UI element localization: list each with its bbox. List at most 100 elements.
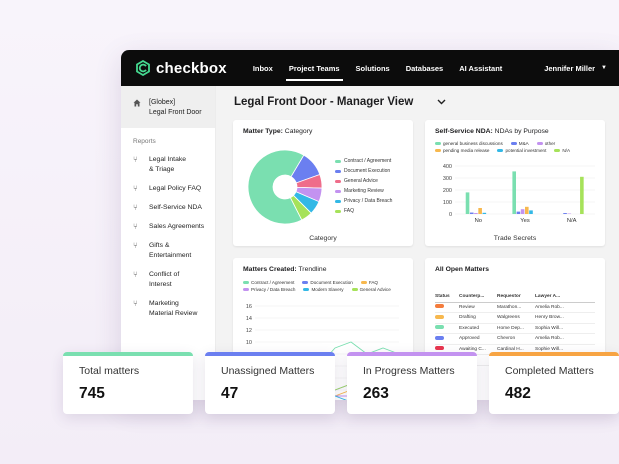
- bar-potential-investment-yes[interactable]: [529, 210, 533, 214]
- legend-label: N/A: [562, 148, 571, 153]
- stat-total-matters[interactable]: Total matters 745: [63, 352, 193, 414]
- legend-label: FAQ: [344, 208, 355, 214]
- bar-general-business-discussions-yes[interactable]: [512, 171, 516, 214]
- legend-item[interactable]: pending media release: [435, 148, 489, 153]
- sidebar-item-legal-intake[interactable]: ⑂ Legal Intake & Triage: [121, 155, 215, 175]
- legend-swatch: [335, 159, 341, 163]
- legend-item[interactable]: Contract / Agreement: [243, 280, 294, 285]
- sidebar-home[interactable]: [Globex] Legal Front Door: [121, 86, 215, 128]
- chevron-down-icon[interactable]: [437, 99, 446, 105]
- home-label: Legal Front Door: [149, 109, 202, 116]
- y-tick-label: 300: [443, 176, 452, 182]
- legend-item[interactable]: Marketing Review: [335, 186, 392, 196]
- brand-logo[interactable]: checkbox: [135, 60, 227, 77]
- workflow-icon: ⑂: [133, 299, 138, 308]
- counterparty-cell: Cardinal H...: [497, 346, 524, 352]
- card-title-bold: All Open Matters: [435, 266, 490, 273]
- legend-swatch: [243, 281, 249, 284]
- legend-swatch: [360, 281, 367, 284]
- legend-item[interactable]: M&A: [510, 141, 529, 146]
- legend-item[interactable]: Privacy / Data Breach: [335, 196, 392, 206]
- bar-m-a-no[interactable]: [469, 212, 474, 214]
- legend-item[interactable]: Document Execution: [335, 166, 392, 176]
- requestor-cell: Sophie Will...: [535, 346, 563, 352]
- stat-completed-matters[interactable]: Completed Matters 482: [489, 352, 619, 414]
- pie-slice-contract-agreement[interactable]: [247, 149, 305, 225]
- reports-heading: Reports: [133, 138, 156, 145]
- bar-m-a-n-a[interactable]: [563, 213, 567, 214]
- bar-m-a-yes[interactable]: [516, 211, 521, 214]
- nav-project-teams[interactable]: Project Teams: [281, 50, 348, 86]
- nav-inbox[interactable]: Inbox: [252, 63, 273, 73]
- legend-item[interactable]: General Advice: [351, 287, 391, 292]
- bar-pending-media-release-yes[interactable]: [525, 206, 529, 214]
- legend-item[interactable]: N/A: [554, 148, 570, 153]
- nav-solutions[interactable]: Solutions: [355, 63, 390, 73]
- sidebar-item-conflict-of-interest[interactable]: ⑂ Conflict of Interest: [121, 270, 215, 290]
- stat-accent-bar: [205, 352, 335, 356]
- sidebar-item-sales-agreements[interactable]: ⑂ Sales Agreements: [121, 222, 215, 232]
- page-title-row[interactable]: Legal Front Door - Manager View: [234, 96, 446, 108]
- pie-slice-faq[interactable]: [289, 194, 312, 221]
- sidebar: [Globex] Legal Front Door Reports ⑂ Lega…: [121, 86, 216, 400]
- sidebar-item-legal-policy-faq[interactable]: ⑂ Legal Policy FAQ: [121, 184, 215, 194]
- stat-label: In Progress Matters: [363, 365, 455, 377]
- stat-in-progress-matters[interactable]: In Progress Matters 263: [347, 352, 477, 414]
- status-cell: Approved: [459, 336, 480, 342]
- table-row[interactable]: Review Marathon... Amelia Rob...: [435, 303, 595, 313]
- sidebar-item-self-service-nda[interactable]: ⑂ Self-Service NDA: [121, 203, 215, 213]
- legend-item[interactable]: Document Execution: [302, 280, 353, 285]
- status-cell: Review: [459, 304, 475, 310]
- table-row[interactable]: Drafting Walgreens Henry Brow...: [435, 313, 595, 324]
- legend-label: Document Execution: [310, 280, 353, 285]
- legend-swatch: [351, 288, 358, 291]
- sidebar-item-gifts-entertainment[interactable]: ⑂ Gifts & Entertainment: [121, 241, 215, 261]
- table-row[interactable]: Executed Home Dep... Sophia Will...: [435, 324, 595, 334]
- legend-item[interactable]: Contract / Agreement: [335, 156, 392, 166]
- requestor-cell: Amelia Rob...: [535, 304, 564, 310]
- bar-axis-label: Trade Secrets: [493, 235, 537, 242]
- counterparty-cell: Home Dep...: [497, 325, 524, 331]
- home-icon: [133, 99, 141, 107]
- legend-item[interactable]: FAQ: [335, 206, 392, 216]
- sidebar-item-marketing-material-review[interactable]: ⑂ Marketing Material Review: [121, 299, 215, 319]
- status-pill: [435, 346, 444, 351]
- stat-unassigned-matters[interactable]: Unassigned Matters 47: [205, 352, 335, 414]
- legend-item[interactable]: other: [536, 141, 555, 146]
- user-menu[interactable]: Jennifer Miller ▼: [544, 64, 607, 73]
- legend-item[interactable]: potential investment: [497, 148, 546, 153]
- bar-other-yes[interactable]: [520, 209, 525, 214]
- user-name: Jennifer Miller: [544, 63, 596, 73]
- bar-potential-investment-no[interactable]: [482, 212, 487, 214]
- stat-label: Unassigned Matters: [221, 365, 315, 377]
- col-requestor[interactable]: Requestor: [497, 294, 521, 300]
- legend-item[interactable]: Modern Slavery: [303, 287, 344, 292]
- workflow-icon: ⑂: [133, 222, 138, 231]
- requestor-cell: Henry Brow...: [535, 315, 564, 321]
- item-label: Interest: [149, 281, 172, 288]
- legend-item[interactable]: general business discussions: [435, 141, 503, 146]
- nav-ai-assistant[interactable]: AI Assistant: [459, 63, 503, 73]
- col-counterparty[interactable]: Counterp...: [459, 294, 485, 300]
- item-label: Conflict of: [149, 271, 180, 278]
- requestor-cell: Sophia Will...: [535, 325, 563, 331]
- bar-legend: general business discussions M&A other pend…: [435, 141, 595, 153]
- bar-other-no[interactable]: [474, 213, 478, 214]
- workflow-icon: ⑂: [133, 270, 138, 279]
- bar-general-business-discussions-no[interactable]: [465, 192, 470, 214]
- legend-item[interactable]: FAQ: [360, 280, 378, 285]
- bar-n-a-n-a[interactable]: [580, 176, 584, 214]
- legend-item[interactable]: General Advice: [335, 176, 392, 186]
- y-tick-label: 400: [443, 164, 452, 170]
- table-row[interactable]: Approved Chevron Amelia Rob...: [435, 334, 595, 345]
- col-lawyer[interactable]: Lawyer A...: [535, 294, 561, 300]
- legend-item[interactable]: Privacy / Data Breach: [243, 287, 295, 292]
- bar-pending-media-release-no[interactable]: [478, 208, 482, 214]
- nav-databases[interactable]: Databases: [405, 63, 444, 73]
- y-tick-label: 0: [449, 212, 452, 218]
- col-status[interactable]: Status: [435, 294, 450, 300]
- item-label: Legal Policy FAQ: [149, 185, 202, 192]
- status-cell: Awaiting C...: [459, 346, 486, 352]
- stat-value: 263: [363, 385, 389, 402]
- legend-label: potential investment: [505, 148, 547, 153]
